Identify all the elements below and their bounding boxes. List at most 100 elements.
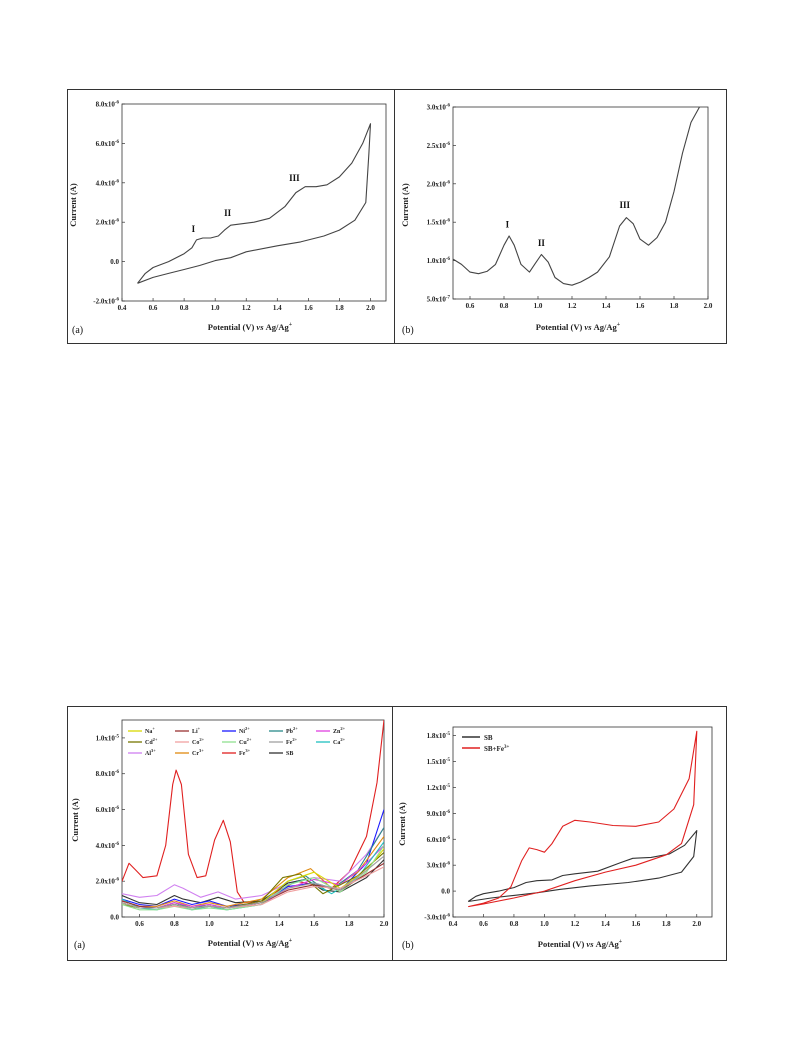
x-tick-label: 0.8 <box>180 304 189 312</box>
y-tick-label: 1.0x10-5 <box>96 734 120 742</box>
y-tick-label: -3.0x10-6 <box>424 914 450 922</box>
chart-top-a: 0.4 0.6 0.8 1.0 1.2 1.4 1.6 1.8 2.0 -2.0x10-6 0.0 2… <box>68 101 387 336</box>
figure-bottom-right-frame <box>392 706 727 961</box>
legend-label: Cu2+ <box>239 737 252 746</box>
y-tick-label: 1.0x10-6 <box>427 257 451 265</box>
x-tick-label: 0.4 <box>118 304 127 312</box>
x-axis-label: Potential (V) vs Ag/Ag+ <box>536 322 621 332</box>
panel-label: (a) <box>74 940 85 951</box>
chart-bottom-a: 0.6 0.8 1.0 1.2 1.4 1.6 1.8 2.0 0.0 2.0x10-6 4.0x1… <box>70 719 389 951</box>
legend-label: SB+Fe3+ <box>484 745 509 753</box>
peak-annotation: I <box>192 224 196 234</box>
x-tick-label: 1.0 <box>540 920 549 928</box>
legend-label: Ni2+ <box>239 726 250 735</box>
y-tick-label: 3.0x10-6 <box>427 104 451 112</box>
peak-annotation: II <box>224 208 232 218</box>
panel-label: (a) <box>72 325 83 336</box>
peak-annotation: III <box>289 173 300 183</box>
y-tick-label: 8.0x10-6 <box>96 770 120 778</box>
x-tick-label: 1.6 <box>636 302 645 310</box>
legend-label: SB <box>484 734 493 742</box>
series-line-cr3 <box>122 836 384 907</box>
series-line-fe3 <box>122 720 384 904</box>
peak-annotation: I <box>506 219 510 229</box>
y-tick-label: 6.0x10-6 <box>96 140 120 148</box>
y-tick-label: 6.0x10-6 <box>427 836 451 844</box>
y-tick-label: 0.0 <box>441 888 450 896</box>
x-tick-label: 1.8 <box>335 304 344 312</box>
x-tick-label: 0.6 <box>149 304 158 312</box>
panel-label: (b) <box>402 325 414 336</box>
x-tick-label: 0.6 <box>135 920 144 928</box>
x-tick-label: 1.2 <box>240 920 249 928</box>
y-tick-label: 0.0 <box>110 258 119 266</box>
x-tick-label: 2.0 <box>704 302 713 310</box>
y-tick-label: 0.0 <box>110 914 119 922</box>
x-tick-label: 1.0 <box>534 302 543 310</box>
y-tick-label: 3.0x10-6 <box>427 862 451 870</box>
legend-label: Na+ <box>145 726 155 735</box>
x-tick-label: 0.6 <box>466 302 475 310</box>
y-axis-label: Current (A) <box>397 802 407 846</box>
series-line-al3 <box>122 827 384 900</box>
legend-label: Fe2+ <box>286 737 298 746</box>
legend-label: Ca2+ <box>333 737 346 746</box>
legend-label: Co2+ <box>192 737 205 746</box>
x-tick-label: 0.8 <box>170 920 179 928</box>
series-line-sbfe3 <box>468 730 698 908</box>
plot-area <box>452 106 709 300</box>
x-axis-label: Potential (V) vs Ag/Ag+ <box>208 322 293 332</box>
y-tick-label: 2.0x10-6 <box>96 219 120 227</box>
y-tick-label: 2.0x10-6 <box>427 180 451 188</box>
peak-annotation: II <box>538 238 546 248</box>
plot-area <box>121 103 387 302</box>
y-tick-label: 2.5x10-6 <box>427 142 451 150</box>
x-tick-label: 2.0 <box>366 304 375 312</box>
panel-label: (b) <box>402 940 414 951</box>
x-tick-label: 1.8 <box>670 302 679 310</box>
y-tick-label: 1.2x10-5 <box>427 784 451 792</box>
figure-top-right-frame <box>394 89 727 344</box>
y-tick-label: 1.8x10-5 <box>427 732 451 740</box>
series-line-cv <box>453 107 700 286</box>
x-tick-label: 0.6 <box>479 920 488 928</box>
y-axis-label: Current (A) <box>68 183 78 227</box>
x-tick-label: 2.0 <box>692 920 701 928</box>
y-axis-label: Current (A) <box>70 798 80 842</box>
y-tick-label: 4.0x10-6 <box>96 842 120 850</box>
chart-top-b: 0.6 0.8 1.0 1.2 1.4 1.6 1.8 2.0 5.0x10-7 1.0x10-6… <box>400 104 713 337</box>
y-axis-label: Current (A) <box>400 183 410 227</box>
x-axis-label: Potential (V) vs Ag/Ag+ <box>538 939 623 949</box>
x-tick-label: 0.8 <box>500 302 509 310</box>
y-tick-label: 8.0x10-6 <box>96 101 120 109</box>
x-tick-label: 0.8 <box>510 920 519 928</box>
legend-label: Al3+ <box>145 748 156 757</box>
x-tick-label: 1.6 <box>304 304 313 312</box>
series-line-pb2 <box>122 827 384 909</box>
x-tick-label: 0.4 <box>449 920 458 928</box>
series-line-na <box>122 848 384 909</box>
x-tick-label: 1.0 <box>211 304 220 312</box>
x-axis-label: Potential (V) vs Ag/Ag+ <box>208 938 293 948</box>
legend-label: Cd2+ <box>145 737 158 746</box>
legend-label: Zn2+ <box>333 726 346 735</box>
plot-area <box>121 719 385 918</box>
y-tick-label: 1.5x10-6 <box>427 219 451 227</box>
chart-bottom-b: 0.4 0.6 0.8 1.0 1.2 1.4 1.6 1.8 2.0 -3.0x10-6 0.0 3… <box>397 726 713 951</box>
y-tick-label: 2.0x10-6 <box>96 878 120 886</box>
x-tick-label: 1.2 <box>242 304 251 312</box>
x-tick-label: 1.6 <box>631 920 640 928</box>
legend-label: SB <box>286 751 293 757</box>
x-tick-label: 1.6 <box>310 920 319 928</box>
legend-label: Cr3+ <box>192 748 204 757</box>
y-tick-label: 4.0x10-6 <box>96 179 120 187</box>
series-line-fe2 <box>122 855 384 909</box>
peak-annotation: III <box>619 200 630 210</box>
legend-label: Fe3+ <box>239 748 251 757</box>
y-tick-label: 5.0x10-7 <box>427 296 451 304</box>
x-tick-label: 1.4 <box>601 920 610 928</box>
x-tick-label: 1.4 <box>273 304 282 312</box>
x-tick-label: 1.2 <box>571 920 580 928</box>
x-tick-label: 1.4 <box>602 302 611 310</box>
